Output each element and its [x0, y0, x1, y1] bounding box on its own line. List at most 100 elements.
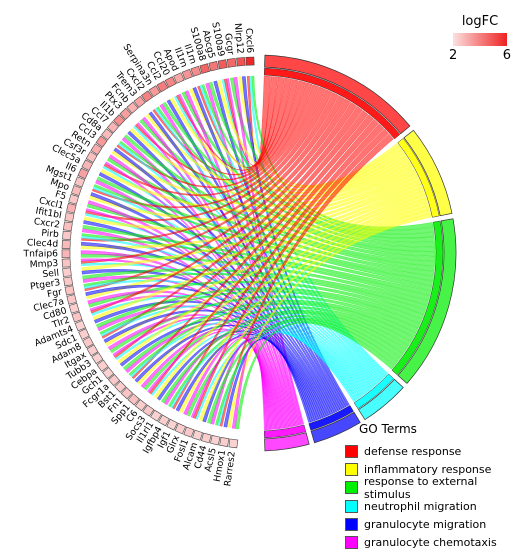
- gene-label: Ifit1bl: [35, 205, 63, 221]
- chord-ribbon: [150, 324, 361, 399]
- chord-ribbon: [124, 134, 435, 267]
- legend-swatch: [345, 481, 358, 495]
- gene-logfc-square: [183, 426, 195, 438]
- logfc-colorbar: logFC 2 6: [445, 14, 515, 70]
- chord-ribbon: [83, 172, 418, 231]
- gene-label: Mmp3: [29, 258, 58, 270]
- gene-logfc-square: [120, 387, 133, 400]
- chord-ribbon: [81, 269, 329, 417]
- chord-ribbon: [117, 142, 380, 384]
- chord-ribbon: [91, 294, 368, 394]
- gene-logfc-square: [119, 107, 132, 120]
- legend-swatch: [345, 462, 358, 476]
- legend-item: inflammatory response: [345, 460, 517, 478]
- gene-logfc-square: [150, 409, 162, 422]
- gene-logfc-square: [134, 399, 147, 412]
- chord-ribbon: [168, 312, 407, 407]
- chord-ribbon: [207, 317, 401, 424]
- gene-label: Pirb: [41, 228, 60, 241]
- gene-logfc-square: [181, 68, 193, 81]
- colorbar-title: logFC: [461, 14, 499, 29]
- gene-logfc-square: [85, 151, 98, 163]
- legend-item: defense response: [345, 442, 517, 460]
- gene-label: Ptger3: [29, 277, 61, 292]
- gene-logfc-square: [78, 328, 90, 340]
- chord-ribbon: [99, 290, 421, 335]
- gene-logfc-square: [61, 249, 71, 259]
- gene-logfc-square: [114, 380, 127, 393]
- gene-label: Clec4d: [27, 237, 59, 249]
- gene-label-group: Cxcl6Nlrp12GcgrS100a9Abcg5S100a8Il1rnIl1…: [22, 21, 255, 487]
- chord-ribbon: [95, 287, 423, 328]
- colorbar-min-label: 2: [449, 48, 458, 63]
- gene-logfc-square: [64, 212, 75, 223]
- gene-logfc-square: [106, 121, 120, 134]
- legend-item: granulocyte chemotaxis: [345, 533, 517, 551]
- gene-logfc-square: [64, 285, 75, 296]
- gene-logfc-square: [101, 128, 114, 141]
- gene-logfc-square: [63, 276, 73, 287]
- ribbon-group: [80, 75, 436, 431]
- gene-label: Cxcr2: [33, 216, 61, 231]
- gene-logfc-square: [236, 57, 246, 67]
- gene-logfc-square: [113, 114, 126, 127]
- gene-logfc-square: [126, 101, 139, 114]
- legend-item: neutrophil migration: [345, 497, 517, 515]
- legend-label: inflammatory response: [364, 462, 492, 476]
- chord-ribbon: [117, 194, 427, 364]
- chord-ribbon: [103, 84, 320, 196]
- legend-swatch: [345, 499, 358, 513]
- chord-ribbon: [186, 315, 404, 417]
- legend-item: response to external stimulus: [345, 475, 517, 501]
- gene-logfc-square: [140, 90, 153, 103]
- gene-label: Nlrp12: [232, 23, 246, 55]
- gene-logfc-square: [173, 72, 185, 84]
- gene-logfc-square: [68, 302, 80, 314]
- chord-ribbon: [81, 179, 422, 271]
- term-outer-arc: [357, 378, 404, 421]
- legend-label: defense response: [364, 444, 462, 458]
- gene-logfc-square: [226, 57, 237, 68]
- gene-logfc-square: [142, 404, 155, 417]
- chord-ribbon: [104, 161, 292, 428]
- gene-logfc-square: [217, 59, 228, 70]
- gene-logfc-square: [127, 393, 140, 406]
- gene-label: F5: [54, 189, 68, 203]
- term-inner-arc: [308, 405, 354, 431]
- gene-logfc-square: [71, 311, 83, 323]
- term-outer-arc: [264, 54, 411, 135]
- gene-logfc-square: [95, 135, 108, 148]
- term-inner-arc: [391, 220, 444, 376]
- chord-ribbon: [94, 300, 325, 418]
- term-inner-arc: [353, 373, 395, 410]
- gene-label: Fgr: [46, 287, 63, 301]
- chord-ribbon: [92, 187, 424, 321]
- chord-ribbon: [80, 258, 284, 429]
- gene-logfc-square: [158, 414, 170, 427]
- gene-logfc-square: [201, 432, 212, 444]
- legend-label: neutrophil migration: [364, 499, 477, 513]
- gene-logfc-square: [245, 56, 255, 66]
- chord-ribbon: [231, 340, 266, 431]
- chord-ribbon: [198, 209, 431, 422]
- gene-logfc-square: [102, 366, 115, 380]
- legend-label: response to external stimulus: [364, 474, 478, 501]
- gene-logfc-square: [66, 294, 77, 305]
- chord-ribbon: [98, 172, 337, 413]
- gene-logfc-square: [81, 159, 94, 171]
- go-terms-legend: GO Terms defense response inflammatory re…: [345, 422, 517, 552]
- gene-logfc-square: [61, 258, 71, 268]
- gene-label: Cxcl6: [243, 28, 255, 54]
- chord-ribbon: [122, 299, 417, 371]
- gene-logfc-square: [174, 422, 187, 435]
- legend-item: granulocyte migration: [345, 515, 517, 533]
- gene-logfc-square: [70, 185, 82, 197]
- legend-swatch: [345, 444, 358, 458]
- gene-logfc-square: [82, 336, 94, 349]
- gene-logfc-square: [63, 221, 73, 232]
- gene-logfc-square: [91, 352, 104, 365]
- gene-logfc-square: [86, 344, 99, 357]
- gene-logfc-square: [166, 418, 178, 431]
- chord-ribbon: [92, 86, 326, 209]
- term-inner-arc: [263, 67, 401, 140]
